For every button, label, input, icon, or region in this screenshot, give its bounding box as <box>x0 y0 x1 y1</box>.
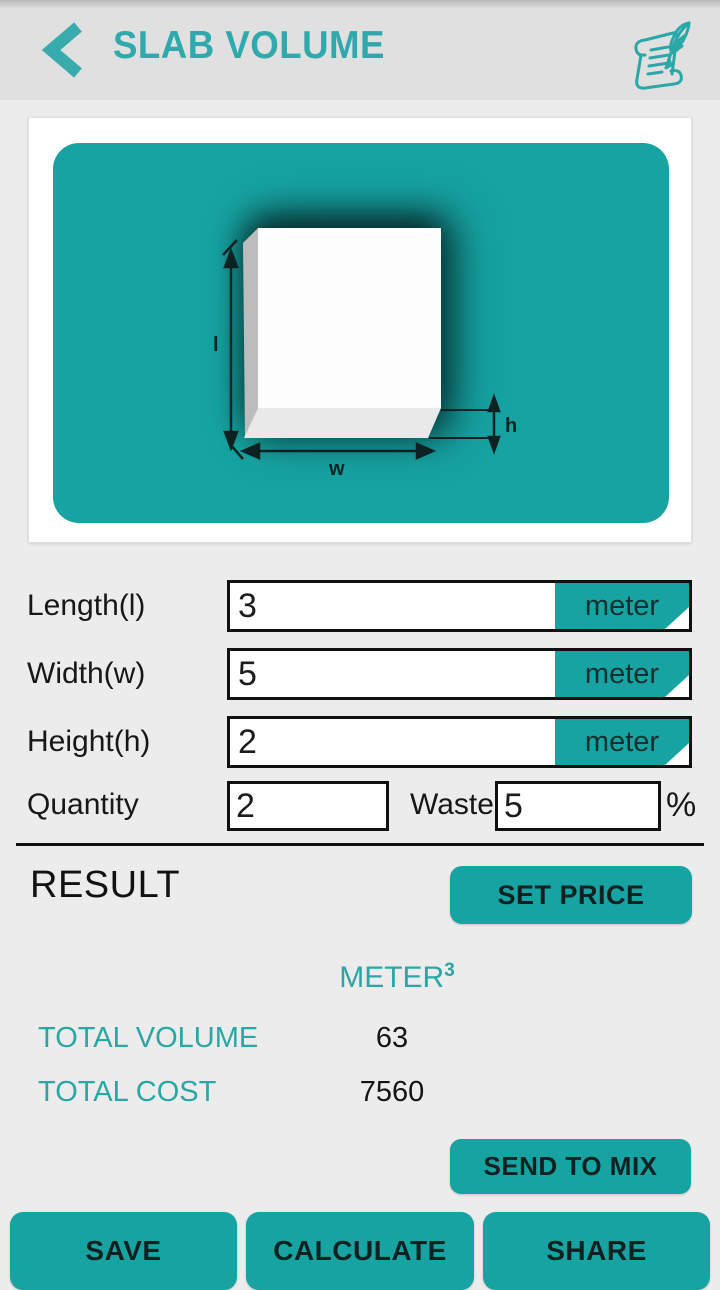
slab-side-face <box>243 228 258 438</box>
waste-percent-suffix: % <box>666 786 697 824</box>
total-volume-label: TOTAL VOLUME <box>38 1022 259 1054</box>
total-volume-value: 63 <box>375 1022 409 1054</box>
header-bar: SLAB VOLUME <box>0 0 720 100</box>
result-unit-text: METER <box>339 961 445 994</box>
waste-input[interactable] <box>498 784 658 828</box>
dim-label-w: w <box>328 458 345 480</box>
set-price-button[interactable]: SET PRICE <box>450 866 692 924</box>
back-button[interactable] <box>38 20 88 80</box>
length-unit-selector[interactable]: meter <box>555 583 689 629</box>
result-unit-exponent: 3 <box>444 960 455 981</box>
slab-diagram: l w h <box>213 228 517 480</box>
length-label: Length(l) <box>27 589 146 622</box>
height-unit-selector[interactable]: meter <box>555 719 689 765</box>
diagram-panel: l w h <box>53 143 669 523</box>
quantity-field-frame <box>227 781 389 831</box>
share-button[interactable]: SHARE <box>483 1212 710 1290</box>
send-to-mix-button[interactable]: SEND TO MIX <box>450 1139 691 1194</box>
total-cost-label: TOTAL COST <box>38 1076 217 1108</box>
notes-button[interactable] <box>624 16 698 94</box>
chevron-left-icon <box>41 22 82 78</box>
slab-front-face <box>258 228 441 408</box>
quantity-label: Quantity <box>27 788 139 821</box>
total-cost-value: 7560 <box>359 1076 425 1108</box>
page-title: SLAB VOLUME <box>113 24 385 67</box>
quantity-input[interactable] <box>230 784 386 828</box>
top-shadow <box>0 0 720 9</box>
height-label: Height(h) <box>27 725 151 758</box>
calculate-button[interactable]: CALCULATE <box>246 1212 474 1290</box>
save-button[interactable]: SAVE <box>10 1212 237 1290</box>
width-label: Width(w) <box>27 657 146 690</box>
height-field-frame: meter <box>227 716 692 768</box>
result-unit: METER3 <box>300 960 494 995</box>
dim-label-l: l <box>213 334 219 356</box>
waste-field-frame <box>495 781 661 831</box>
scroll-quill-icon <box>634 21 691 90</box>
section-divider <box>16 843 704 846</box>
diagram-card: l w h <box>28 117 692 543</box>
waste-label: Waste <box>410 788 494 821</box>
width-unit-selector[interactable]: meter <box>555 651 689 697</box>
width-field-frame: meter <box>227 648 692 700</box>
dim-label-h: h <box>505 415 517 437</box>
length-field-frame: meter <box>227 580 692 632</box>
result-heading: RESULT <box>30 864 181 906</box>
slab-bottom-face <box>244 408 441 438</box>
